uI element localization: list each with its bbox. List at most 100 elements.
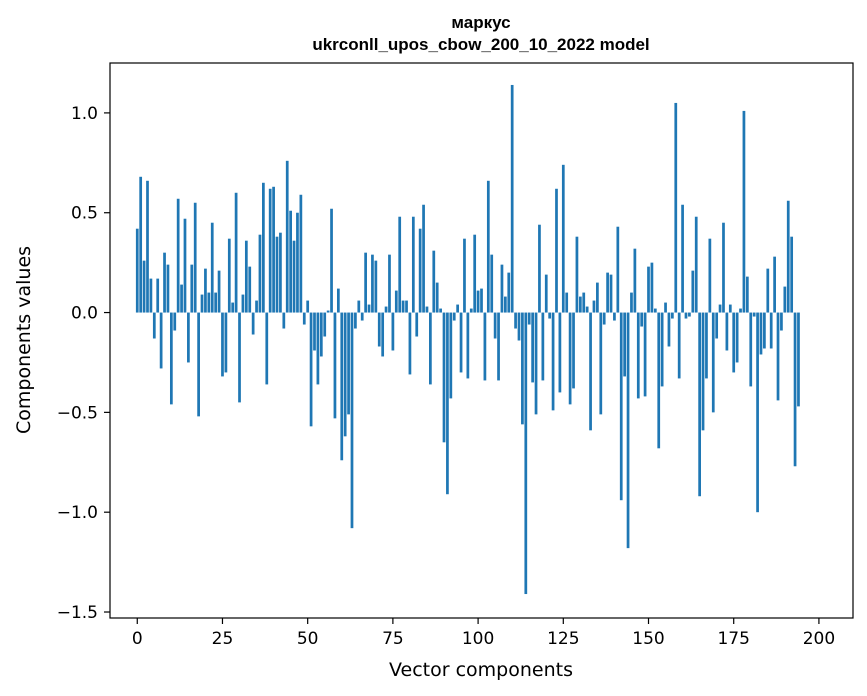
bar-component-129 — [575, 236, 579, 313]
bar-component-112 — [517, 312, 521, 341]
bar-component-189 — [780, 312, 783, 331]
bar-component-170 — [715, 312, 719, 339]
bar-component-67 — [364, 252, 367, 313]
bar-component-21 — [207, 292, 211, 313]
y-tick-label: −1.5 — [57, 603, 98, 623]
bar-component-23 — [214, 292, 218, 313]
bar-component-144 — [626, 312, 630, 549]
bar-component-152 — [653, 308, 657, 313]
x-tick-label: 125 — [547, 629, 579, 649]
bar-component-90 — [442, 312, 446, 443]
bar-component-22 — [210, 222, 214, 313]
bar-component-135 — [596, 282, 599, 313]
bar-component-154 — [660, 312, 664, 387]
bar-component-169 — [711, 312, 715, 413]
bar-component-180 — [749, 312, 753, 387]
bar-component-72 — [381, 312, 385, 357]
bar-component-175 — [732, 312, 736, 373]
bar-component-141 — [616, 226, 620, 313]
bar-component-55 — [323, 312, 327, 337]
bar-component-28 — [231, 302, 235, 313]
bar-component-110 — [510, 84, 514, 313]
bar-component-117 — [534, 312, 538, 415]
bar-component-194 — [797, 312, 800, 407]
bar-component-118 — [538, 224, 541, 313]
bar-component-107 — [500, 264, 504, 313]
bar-component-86 — [429, 312, 432, 385]
bar-component-109 — [507, 272, 511, 313]
bar-component-165 — [698, 312, 701, 497]
bar-component-104 — [490, 254, 494, 313]
bar-component-4 — [149, 278, 153, 313]
bar-component-157 — [671, 312, 674, 319]
bar-component-47 — [296, 212, 299, 313]
bar-component-14 — [183, 218, 187, 313]
x-axis-ticks: 0 25 50 75 100 125 150 175 200 — [132, 618, 835, 649]
bar-component-181 — [752, 312, 756, 317]
bar-component-81 — [411, 216, 415, 313]
bar-component-30 — [238, 312, 241, 403]
bar-component-167 — [705, 312, 708, 379]
bar-component-57 — [330, 208, 333, 313]
bar-component-78 — [401, 300, 405, 313]
bar-component-43 — [282, 312, 286, 329]
bar-component-147 — [636, 312, 640, 399]
bar-component-33 — [248, 266, 252, 313]
y-tick-label: 1.0 — [71, 104, 98, 124]
bar-component-44 — [285, 160, 289, 313]
bar-component-8 — [163, 252, 166, 313]
bar-component-19 — [200, 294, 204, 313]
bar-component-145 — [630, 292, 633, 313]
bar-component-149 — [643, 312, 647, 397]
bar-component-82 — [415, 312, 419, 337]
bar-component-172 — [722, 222, 725, 313]
chart-subtitle: ukrconll_upos_cbow_200_10_2022 model — [312, 35, 649, 54]
bar-component-92 — [449, 312, 453, 399]
bar-component-9 — [166, 264, 170, 313]
bar-component-132 — [585, 306, 589, 313]
bar-component-75 — [391, 312, 395, 351]
bar-component-26 — [224, 312, 228, 373]
bar-component-36 — [258, 234, 262, 313]
x-tick-label: 0 — [132, 629, 143, 649]
bar-component-127 — [568, 312, 572, 405]
bar-component-119 — [541, 312, 545, 381]
y-tick-label: 0.5 — [71, 204, 98, 224]
bar-component-108 — [503, 296, 507, 313]
bar-component-48 — [299, 194, 303, 313]
bar-component-139 — [609, 274, 613, 313]
bar-component-68 — [367, 304, 371, 313]
bar-component-111 — [514, 312, 517, 329]
bar-component-76 — [394, 290, 398, 313]
x-tick-label: 25 — [212, 629, 234, 649]
bar-component-115 — [527, 312, 531, 325]
bar-component-50 — [306, 300, 310, 313]
bar-component-116 — [531, 312, 534, 383]
bar-component-140 — [613, 312, 616, 321]
bar-component-106 — [497, 312, 500, 381]
bar-component-6 — [156, 278, 160, 313]
bar-component-113 — [521, 312, 524, 425]
bar-component-16 — [190, 264, 194, 313]
bar-component-29 — [234, 192, 238, 313]
bar-component-18 — [197, 312, 200, 417]
bar-component-130 — [578, 296, 582, 313]
bar-component-65 — [357, 300, 361, 313]
bar-component-13 — [180, 284, 183, 313]
bar-component-126 — [565, 292, 569, 313]
bar-component-176 — [735, 312, 739, 363]
bar-component-105 — [493, 312, 497, 339]
bar-component-32 — [244, 240, 248, 313]
y-tick-label: −1.0 — [57, 503, 98, 523]
bar-component-59 — [336, 288, 340, 313]
bar-component-56 — [326, 310, 330, 313]
bar-component-121 — [548, 312, 552, 319]
bar-component-27 — [227, 238, 231, 313]
bar-component-38 — [265, 312, 269, 385]
bar-component-15 — [187, 312, 190, 363]
bar-component-185 — [766, 268, 770, 313]
bar-component-46 — [292, 240, 296, 313]
bar-component-159 — [677, 312, 681, 379]
bar-component-187 — [773, 256, 776, 313]
bar-component-84 — [422, 204, 425, 313]
